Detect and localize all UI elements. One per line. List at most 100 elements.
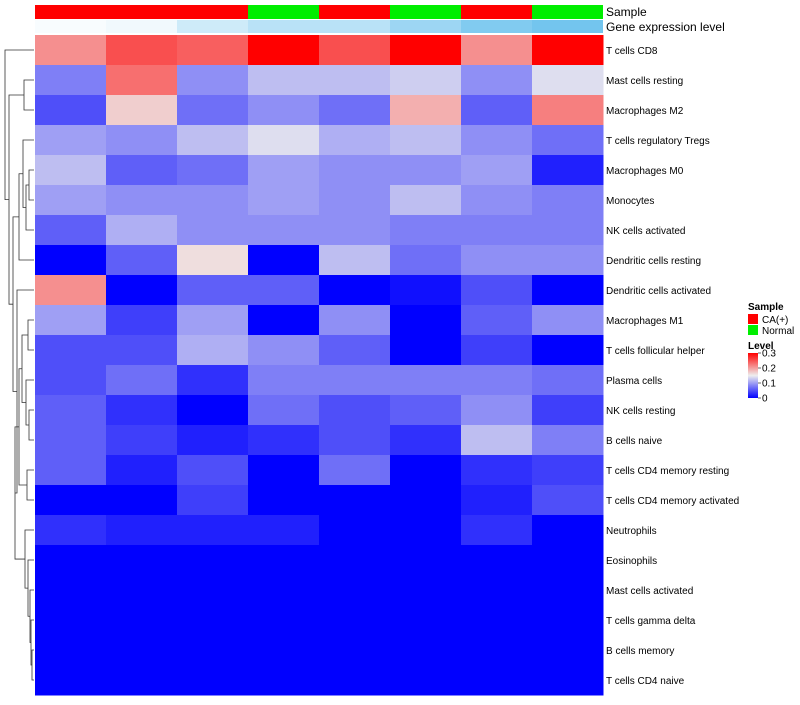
heatmap-cell: [461, 275, 533, 306]
heatmap-cell: [532, 635, 604, 666]
dendrogram-branch: [15, 289, 34, 494]
legend: Sample CA(+) Normal Level 0.3 0.2 0.1 0: [748, 302, 794, 405]
heatmap-cell: [248, 455, 320, 486]
heatmap-cell: [106, 35, 178, 66]
gene-expression-annotation-cell: [461, 20, 532, 33]
row-label: Macrophages M1: [606, 316, 684, 327]
heatmap-cell: [461, 575, 533, 606]
heatmap-cell: [106, 335, 178, 366]
heatmap-cell: [106, 485, 178, 516]
heatmap-cell: [390, 125, 462, 156]
heatmap-cell: [248, 185, 320, 216]
heatmap-cell: [35, 155, 107, 186]
heatmap-cell: [35, 95, 107, 126]
heatmap-cell: [248, 575, 320, 606]
row-label: T cells follicular helper: [606, 346, 705, 357]
heatmap-cell: [35, 335, 107, 366]
heatmap-cell: [390, 635, 462, 666]
row-label: T cells CD4 memory activated: [606, 496, 739, 507]
heatmap-cell: [390, 545, 462, 576]
heatmap-cell: [532, 35, 604, 66]
heatmap-cell: [532, 245, 604, 276]
heatmap-cell: [532, 65, 604, 96]
dendrogram-branch: [8, 94, 24, 305]
legend-level-tick-label: 0.3: [762, 349, 776, 360]
heatmap-cell: [390, 605, 462, 636]
heatmap-cell: [390, 665, 462, 696]
heatmap-cell: [461, 425, 533, 456]
heatmap-cell: [319, 665, 391, 696]
heatmap-cell: [532, 365, 604, 396]
heatmap-cell: [319, 575, 391, 606]
heatmap-cell: [390, 185, 462, 216]
heatmap-cell: [532, 455, 604, 486]
row-label: T cells gamma delta: [606, 616, 696, 627]
dendrogram-branch: [27, 319, 34, 351]
heatmap-cell: [319, 335, 391, 366]
dendrogram-branch: [23, 79, 34, 111]
heatmap-cell: [248, 665, 320, 696]
gene-expression-annotation-cell: [319, 20, 390, 33]
heatmap-cell: [35, 455, 107, 486]
heatmap-cell: [177, 425, 249, 456]
heatmap-cell: [461, 65, 533, 96]
sample-annotation-cell: [319, 5, 390, 19]
dendrogram-branch: [28, 409, 34, 441]
heatmap-cell: [461, 365, 533, 396]
heatmap-cell: [35, 275, 107, 306]
row-label: NK cells activated: [606, 226, 685, 237]
row-label: T cells CD4 memory resting: [606, 466, 729, 477]
heatmap-cell: [532, 515, 604, 546]
heatmap-cell: [461, 335, 533, 366]
heatmap-cell: [248, 35, 320, 66]
heatmap-cell: [248, 275, 320, 306]
heatmap-cell: [319, 215, 391, 246]
legend-level-tick-label: 0: [762, 394, 768, 405]
heatmap-cell: [248, 305, 320, 336]
heatmap-cell: [106, 215, 178, 246]
heatmap-cell: [532, 395, 604, 426]
heatmap-cell: [390, 95, 462, 126]
legend-level-title: Level: [748, 341, 774, 352]
heatmap-cell: [177, 605, 249, 636]
heatmap-cell: [319, 245, 391, 276]
heatmap-cell: [390, 575, 462, 606]
heatmap-cell: [248, 125, 320, 156]
heatmap-cell: [35, 35, 107, 66]
heatmap-cell: [177, 485, 249, 516]
heatmap-cell: [319, 185, 391, 216]
heatmap-cell: [390, 305, 462, 336]
heatmap-cell: [390, 395, 462, 426]
row-label: Macrophages M2: [606, 106, 684, 117]
heatmap-cell: [532, 545, 604, 576]
heatmap-cell: [319, 455, 391, 486]
heatmap-cell: [390, 425, 462, 456]
heatmap-cell: [35, 575, 107, 606]
heatmap-cell: [248, 365, 320, 396]
heatmap-cell: [390, 335, 462, 366]
heatmap-cells: [35, 35, 604, 696]
row-label: Neutrophils: [606, 526, 657, 537]
heatmap-cell: [106, 395, 178, 426]
annotation-label-sample: Sample: [606, 5, 647, 19]
heatmap-cell: [390, 275, 462, 306]
heatmap-cell: [461, 395, 533, 426]
annotation-bars: [35, 5, 603, 33]
legend-swatch-normal: [748, 325, 758, 335]
heatmap-cell: [177, 335, 249, 366]
heatmap-cell: [248, 95, 320, 126]
row-label: Mast cells resting: [606, 76, 683, 87]
heatmap-cell: [532, 95, 604, 126]
heatmap-cell: [319, 485, 391, 516]
heatmap-cell: [177, 35, 249, 66]
heatmap-cell: [106, 545, 178, 576]
heatmap-cell: [35, 365, 107, 396]
row-label: Eosinophils: [606, 556, 657, 567]
heatmap-cell: [106, 275, 178, 306]
heatmap-cell: [248, 155, 320, 186]
heatmap-cell: [177, 215, 249, 246]
heatmap-cell: [461, 455, 533, 486]
heatmap-cell: [106, 635, 178, 666]
heatmap-cell: [461, 545, 533, 576]
heatmap-cell: [177, 455, 249, 486]
